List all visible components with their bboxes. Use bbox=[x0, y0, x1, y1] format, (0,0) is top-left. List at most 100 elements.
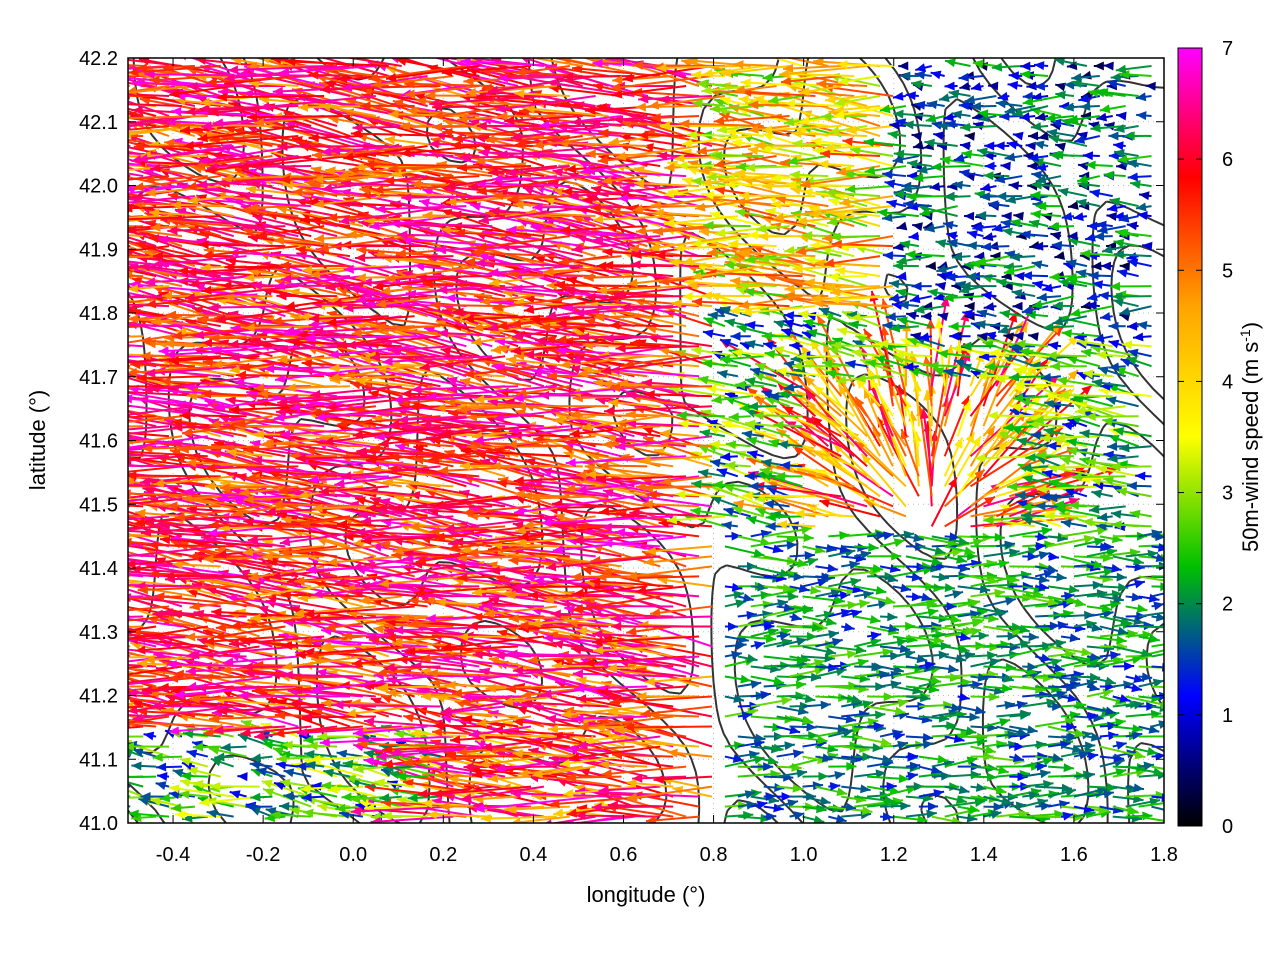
wind-vector bbox=[802, 781, 823, 790]
wind-vector-head bbox=[90, 665, 100, 674]
wind-vector-head bbox=[117, 664, 128, 673]
wind-vector-head bbox=[98, 661, 109, 670]
wind-vector-head bbox=[894, 538, 905, 547]
wind-vector-head bbox=[884, 692, 894, 701]
wind-vector-head bbox=[62, 730, 73, 739]
wind-vector-head bbox=[1005, 597, 1016, 606]
wind-vector bbox=[1087, 636, 1127, 645]
wind-vector-head bbox=[1160, 582, 1170, 591]
wind-vector-head bbox=[1165, 663, 1175, 672]
wind-vector-head bbox=[156, 763, 166, 772]
wind-vector-head bbox=[1137, 604, 1148, 613]
wind-vector-head bbox=[1088, 752, 1099, 761]
wind-vector-head bbox=[928, 608, 939, 617]
wind-vector-shaft bbox=[75, 737, 130, 740]
wind-vector bbox=[144, 732, 157, 741]
wind-vector-head bbox=[1105, 677, 1116, 686]
wind-vector-head bbox=[1166, 588, 1177, 597]
wind-vector-head bbox=[1063, 763, 1073, 772]
wind-vector-shaft bbox=[37, 596, 143, 598]
wind-vector-head bbox=[887, 612, 897, 621]
wind-vector-head bbox=[781, 697, 792, 706]
wind-vector-shaft bbox=[118, 777, 156, 778]
wind-vector bbox=[1152, 602, 1165, 611]
wind-vector-head bbox=[103, 579, 114, 588]
wind-vector-shaft bbox=[1139, 611, 1174, 616]
wind-vector-head bbox=[58, 669, 68, 678]
wind-vector-head bbox=[1054, 663, 1065, 672]
wind-vector bbox=[802, 646, 836, 655]
wind-vector-head bbox=[791, 613, 802, 622]
wind-vector-head bbox=[47, 568, 57, 577]
wind-vector-shaft bbox=[62, 727, 130, 737]
wind-vector bbox=[131, 761, 156, 770]
wind-vector-head bbox=[83, 597, 94, 606]
wind-vector bbox=[1126, 674, 1144, 683]
wind-vector bbox=[751, 691, 771, 700]
wind-vector-head bbox=[793, 572, 803, 581]
wind-vector bbox=[37, 593, 143, 602]
wind-vector-head bbox=[1070, 633, 1081, 642]
wind-vector-shaft bbox=[21, 518, 130, 547]
wind-vector-head bbox=[1133, 557, 1144, 566]
wind-vector-head bbox=[939, 651, 949, 660]
wind-vector-head bbox=[740, 675, 751, 684]
wind-vector-shaft bbox=[1152, 747, 1174, 748]
wind-vector-head bbox=[237, 772, 247, 781]
wind-vector bbox=[958, 693, 970, 702]
wind-vector-head bbox=[1124, 662, 1134, 671]
wind-vector-head bbox=[1062, 812, 1073, 821]
wind-vector bbox=[371, 817, 454, 826]
wind-vector bbox=[854, 743, 883, 752]
wind-vector-head bbox=[279, 802, 289, 811]
wind-vector-head bbox=[959, 785, 970, 794]
wind-vector bbox=[1035, 653, 1051, 662]
wind-vector-head bbox=[85, 536, 96, 545]
wind-vector-head bbox=[820, 796, 831, 805]
wind-vector-head bbox=[21, 516, 32, 525]
wind-vector bbox=[725, 599, 746, 608]
wind-vector-shaft bbox=[79, 616, 143, 618]
wind-vector-head bbox=[800, 654, 811, 663]
wind-vector-head bbox=[1073, 670, 1084, 679]
wind-vector-head bbox=[42, 684, 52, 693]
wind-vector-head bbox=[888, 624, 899, 633]
wind-vector-head bbox=[821, 701, 831, 710]
wind-vector bbox=[725, 675, 751, 684]
wind-vector-head bbox=[1075, 598, 1086, 607]
wind-vector-head bbox=[900, 584, 911, 593]
wind-vector bbox=[21, 516, 130, 546]
wind-vector-head bbox=[876, 586, 887, 595]
wind-vector-shaft bbox=[1152, 797, 1172, 799]
wind-vector-head bbox=[263, 788, 274, 796]
wind-vector-head bbox=[1153, 602, 1164, 611]
wind-vector bbox=[1152, 582, 1171, 591]
wind-vector bbox=[1048, 552, 1059, 561]
wind-vector-head bbox=[289, 806, 300, 815]
wind-vector-head bbox=[46, 569, 56, 578]
wind-vector-head bbox=[1056, 573, 1066, 582]
wind-vector bbox=[828, 771, 845, 780]
wind-vector-head bbox=[1164, 732, 1174, 741]
wind-vector-head bbox=[144, 732, 155, 741]
wind-vector bbox=[867, 552, 901, 561]
wind-vector bbox=[854, 615, 880, 624]
wind-vector-head bbox=[607, 664, 617, 673]
wind-vector-head bbox=[836, 787, 847, 796]
wind-vector-shaft bbox=[575, 816, 660, 817]
wind-vector-head bbox=[900, 802, 910, 811]
wind-vector-shaft bbox=[99, 777, 130, 778]
wind-vector-head bbox=[950, 673, 960, 682]
wind-vector-head bbox=[99, 772, 109, 781]
wind-vector-head bbox=[32, 563, 42, 572]
wind-vector-head bbox=[1102, 574, 1113, 583]
wind-vector-shaft bbox=[573, 717, 647, 719]
wind-vector bbox=[725, 622, 738, 631]
wind-vector-head bbox=[67, 634, 78, 643]
wind-vector-head bbox=[103, 516, 114, 525]
wind-vector bbox=[210, 782, 259, 791]
wind-vector bbox=[1035, 542, 1046, 551]
wind-vector bbox=[867, 707, 905, 716]
wind-vector-head bbox=[118, 716, 128, 725]
